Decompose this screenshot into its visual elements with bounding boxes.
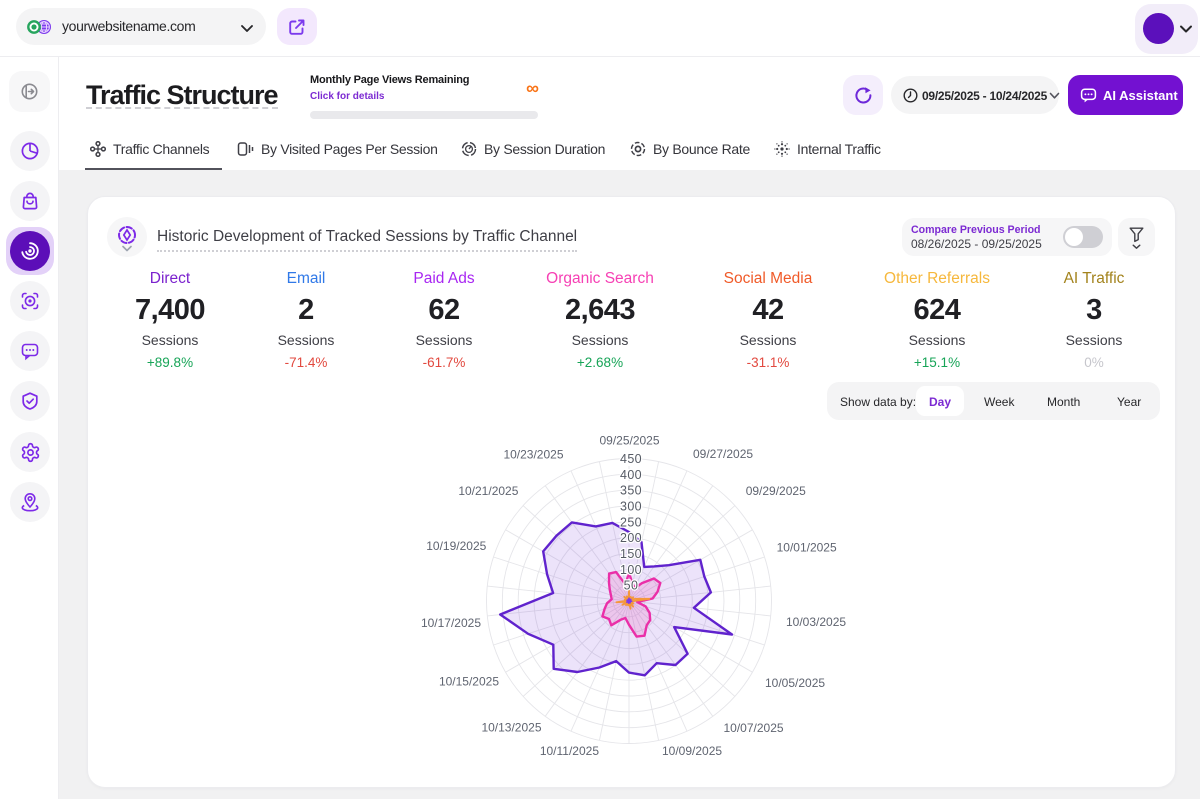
svg-text:10/05/2025: 10/05/2025	[765, 676, 825, 690]
svg-text:300: 300	[620, 500, 642, 514]
svg-text:10/17/2025: 10/17/2025	[421, 616, 481, 630]
svg-text:10/01/2025: 10/01/2025	[777, 541, 837, 555]
svg-text:350: 350	[620, 484, 642, 498]
svg-text:10/07/2025: 10/07/2025	[724, 721, 784, 735]
svg-text:50: 50	[624, 579, 639, 593]
svg-text:100: 100	[620, 563, 642, 577]
svg-text:10/09/2025: 10/09/2025	[662, 744, 722, 758]
svg-text:10/21/2025: 10/21/2025	[458, 484, 518, 498]
svg-text:400: 400	[620, 468, 642, 482]
svg-text:09/25/2025: 09/25/2025	[599, 434, 659, 448]
svg-text:150: 150	[620, 547, 642, 561]
svg-text:10/13/2025: 10/13/2025	[481, 721, 541, 735]
svg-text:10/15/2025: 10/15/2025	[439, 675, 499, 689]
svg-text:09/27/2025: 09/27/2025	[693, 447, 753, 461]
svg-text:09/29/2025: 09/29/2025	[746, 484, 806, 498]
svg-text:10/11/2025: 10/11/2025	[540, 744, 599, 758]
svg-text:10/03/2025: 10/03/2025	[786, 615, 846, 629]
svg-text:450: 450	[620, 452, 642, 466]
svg-text:10/23/2025: 10/23/2025	[503, 448, 563, 462]
svg-text:10/19/2025: 10/19/2025	[426, 539, 486, 553]
svg-text:250: 250	[620, 515, 642, 529]
svg-text:200: 200	[620, 531, 642, 545]
